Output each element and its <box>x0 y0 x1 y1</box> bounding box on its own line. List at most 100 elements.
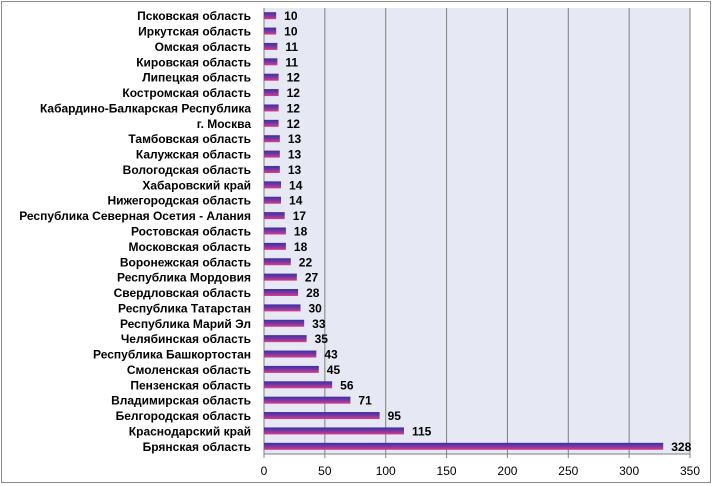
category-label: Республика Северная Осетия - Алания <box>19 209 251 223</box>
bar <box>264 304 301 312</box>
category-label: Пензенская область <box>130 378 251 392</box>
value-label: 28 <box>306 286 320 300</box>
bar <box>264 365 319 373</box>
value-label: 12 <box>287 101 301 115</box>
x-tick-label: 50 <box>318 464 332 478</box>
category-label: Псковская область <box>137 9 251 23</box>
value-label: 14 <box>289 178 303 192</box>
category-label: Республика Татарстан <box>118 301 251 315</box>
bar <box>264 165 280 173</box>
category-label: Калужская область <box>136 148 251 162</box>
x-tick-label: 250 <box>558 464 578 478</box>
category-label: Омская область <box>155 40 251 54</box>
value-label: 115 <box>412 424 432 438</box>
bar <box>264 319 305 327</box>
value-label: 328 <box>671 440 691 454</box>
value-label: 18 <box>294 225 308 239</box>
bar <box>264 104 279 112</box>
bar <box>264 242 286 250</box>
value-label: 45 <box>327 363 341 377</box>
category-label: Иркутская область <box>138 25 251 39</box>
bar <box>264 212 285 220</box>
plot-area <box>264 8 690 454</box>
category-label: Тамбовская область <box>128 132 251 146</box>
value-label: 13 <box>288 148 302 162</box>
value-label: 18 <box>294 240 308 254</box>
bar <box>264 442 664 450</box>
category-label: Вологодская область <box>123 163 251 177</box>
category-label: Республика Башкортостан <box>93 348 251 362</box>
category-label: Краснодарский край <box>129 424 251 438</box>
category-label: Костромская область <box>122 86 251 100</box>
value-label: 56 <box>340 378 354 392</box>
x-axis-ticks: 0 50 100 150 200 250 300 350 <box>261 454 700 478</box>
category-label: Нижегородская область <box>107 194 251 208</box>
x-tick-label: 0 <box>261 464 268 478</box>
bar <box>264 135 280 143</box>
category-labels: Псковская область Иркутская областьОмская… <box>19 9 251 454</box>
value-label: 12 <box>287 117 301 131</box>
value-label: 11 <box>285 40 298 54</box>
value-label: 43 <box>324 348 338 362</box>
value-label: 22 <box>299 255 313 269</box>
value-label: 11 <box>285 55 298 69</box>
category-label: Смоленская область <box>127 363 251 377</box>
gridlines <box>263 8 691 455</box>
x-tick-label: 150 <box>437 464 457 478</box>
value-labels: 1010111112121212131313141417181822272830… <box>284 9 691 454</box>
category-label: Свердловская область <box>114 286 251 300</box>
category-label: Воронежская область <box>120 255 251 269</box>
value-label: 95 <box>388 409 402 423</box>
bar <box>264 196 282 204</box>
bar <box>264 181 282 189</box>
value-label: 10 <box>284 25 298 39</box>
value-label: 12 <box>287 86 301 100</box>
category-label: Хабаровский край <box>142 178 251 192</box>
bar <box>264 89 279 97</box>
value-label: 13 <box>288 132 302 146</box>
bar <box>264 289 299 297</box>
value-label: 35 <box>315 332 329 346</box>
x-tick-label: 300 <box>619 464 639 478</box>
bar <box>264 58 278 66</box>
bar <box>264 427 404 435</box>
value-label: 30 <box>309 301 323 315</box>
bar <box>264 335 307 343</box>
bars <box>264 12 664 450</box>
bar <box>264 273 297 281</box>
bar <box>264 73 279 81</box>
bar <box>264 381 333 389</box>
value-label: 12 <box>287 71 301 85</box>
category-label: г. Москва <box>197 117 252 131</box>
bar <box>264 258 291 266</box>
category-label: Республика Мордовия <box>117 271 251 285</box>
bar <box>264 227 286 235</box>
value-label: 33 <box>312 317 326 331</box>
category-label: Республика Марий Эл <box>120 317 251 331</box>
bar <box>264 42 278 50</box>
category-label: Кировская область <box>136 55 251 69</box>
x-tick-label: 200 <box>497 464 517 478</box>
category-label: Московская область <box>129 240 251 254</box>
value-label: 71 <box>358 394 372 408</box>
category-label: Ростовская область <box>131 225 251 239</box>
category-label: Кабардино-Балкарская Республика <box>40 101 251 115</box>
bar <box>264 119 279 127</box>
category-label: Владимирская область <box>111 394 251 408</box>
value-label: 27 <box>305 271 319 285</box>
bar <box>264 396 351 404</box>
value-label: 14 <box>289 194 303 208</box>
bar <box>264 27 277 35</box>
bar <box>264 150 280 158</box>
bar <box>264 350 317 358</box>
value-label: 10 <box>284 9 298 23</box>
value-label: 17 <box>293 209 307 223</box>
category-label: Челябинская область <box>121 332 251 346</box>
x-tick-label: 350 <box>680 464 700 478</box>
bar <box>264 412 380 420</box>
x-tick-label: 100 <box>376 464 396 478</box>
category-label: Белгородская область <box>116 409 251 423</box>
category-label: Липецкая область <box>142 71 251 85</box>
value-label: 13 <box>288 163 302 177</box>
category-label: Брянская область <box>143 440 251 454</box>
